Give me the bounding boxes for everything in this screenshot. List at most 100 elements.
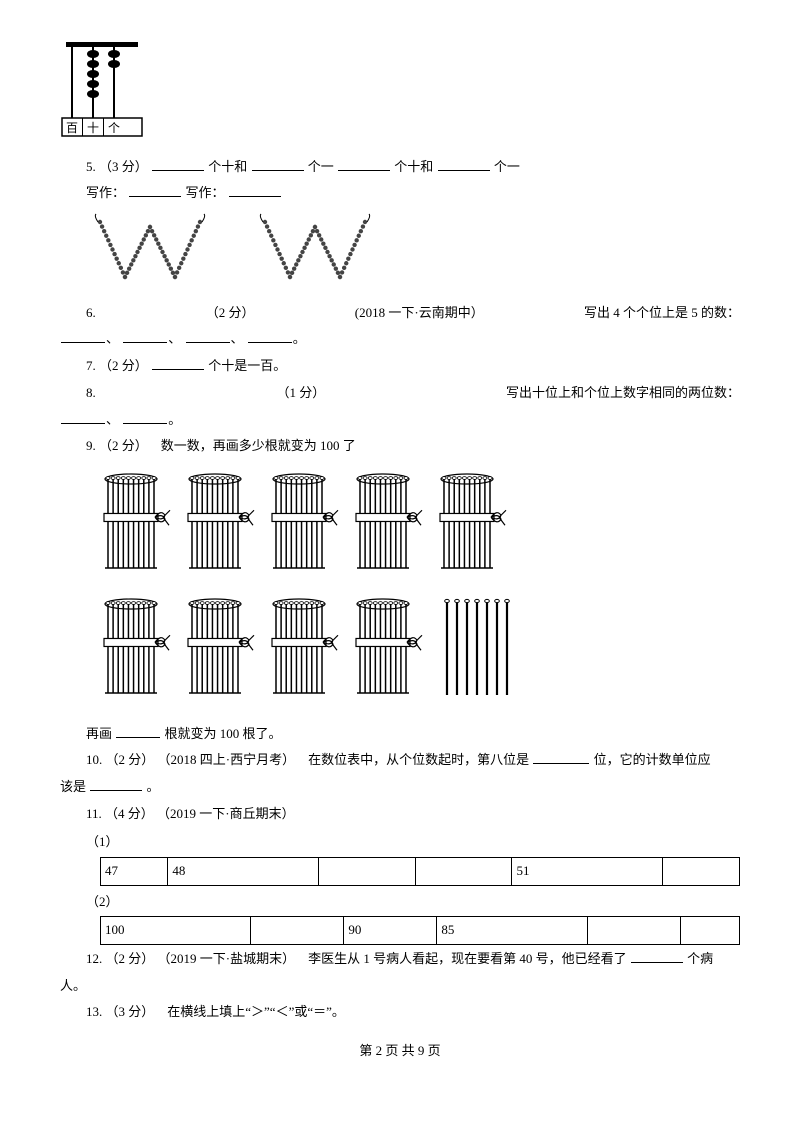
blank [152,357,204,370]
q9-num: 9. [86,438,96,453]
blank [248,330,292,343]
text: 再画 [86,726,112,741]
blank [123,411,167,424]
sep: 、 [168,331,181,346]
q12-num: 12. [86,951,102,966]
text: 个一 [494,159,520,174]
text: 个病 [687,951,713,966]
question-9-line2: 再画 根就变为 100 根了。 [60,722,740,747]
table-cell: 47 [101,858,168,886]
question-8: 8. （1 分） 写出十位上和个位上数字相同的两位数： [60,381,740,406]
blank [631,950,683,963]
sub-label: （1） [86,834,119,849]
q9-text: 数一数，再画多少根就变为 100 了 [161,438,356,453]
end: 。 [293,331,306,346]
question-7: 7. （2 分） 个十是一百。 [60,354,740,379]
table-cell [251,917,344,945]
end: 。 [168,412,181,427]
q11-table2: 100 9085 [100,916,740,945]
sub-label: （2） [86,894,119,909]
q7-num: 7. [86,358,96,373]
blank [152,158,204,171]
question-12: 12. （2 分） （2019 一下·盐城期末） 李医生从 1 号病人看起，现在… [60,947,740,972]
abacus-figure: 百十个 [60,40,740,149]
blank [61,330,105,343]
table-cell: 51 [512,858,662,886]
svg-text:十: 十 [87,121,99,135]
svg-text:个: 个 [108,121,120,135]
svg-text:百: 百 [66,121,78,135]
q8-text: 写出十位上和个位上数字相同的两位数： [480,381,740,406]
text: 写作： [186,185,225,200]
blank [252,158,304,171]
q8-num: 8. [86,385,96,400]
text: 个一 [308,159,334,174]
table-cell: 85 [437,917,587,945]
footer-text: 第 2 页 共 9 页 [359,1043,440,1058]
q13-points: （3 分） [106,1004,155,1019]
blank [533,751,589,764]
q13-num: 13. [86,1004,102,1019]
q9-points: （2 分） [99,438,148,453]
q5-points: （3 分） [99,159,148,174]
q6-text: 写出 4 个个位上是 5 的数： [558,301,740,326]
q12-src: （2019 一下·盐城期末） [158,951,296,966]
question-5: 5. （3 分） 个十和 个一 个十和 个一 [60,155,740,180]
question-6-blanks: 、 、 、 。 [60,327,740,352]
q10-src: （2018 四上·西宁月考） [158,752,296,767]
q11-num: 11. [86,806,102,821]
abacus-svg: 百十个 [60,40,144,140]
page-footer: 第 2 页 共 9 页 [60,1039,740,1064]
blank [61,411,105,424]
text: 李医生从 1 号病人看起，现在要看第 40 号，他已经看了 [308,951,627,966]
q10-points: （2 分） [106,752,155,767]
blank [90,778,142,791]
q12-points: （2 分） [106,951,155,966]
text: 在数位表中，从个位数起时，第八位是 [308,752,529,767]
table-cell [318,858,415,886]
q11-table1: 4748 51 [100,857,740,886]
zigzag-svg [90,212,410,290]
q11-sub2: （2） [60,890,740,915]
text: 位，它的计数单位应 [594,752,711,767]
question-10-line2: 该是 。 [60,775,740,800]
sep: 、 [231,331,244,346]
question-9: 9. （2 分） 数一数，再画多少根就变为 100 了 [60,434,740,459]
q7-text: 个十是一百。 [208,358,286,373]
q7-points: （2 分） [99,358,148,373]
q6-points: （2 分） [180,301,255,326]
q8-points: （1 分） [250,381,325,406]
q11-sub1: （1） [60,830,740,855]
question-5-line2: 写作： 写作： [60,181,740,206]
q11-points: （4 分） [105,806,154,821]
blank [129,184,181,197]
blank [116,725,160,738]
table-cell: 90 [344,917,437,945]
q6-src: (2018 一下·云南期中） [329,301,484,326]
table-cell [680,917,739,945]
sticks-svg [100,469,570,709]
blank [338,158,390,171]
end: 。 [147,779,160,794]
sticks-figure [100,469,740,718]
q10-num: 10. [86,752,102,767]
table-cell [415,858,512,886]
table-cell: 48 [168,858,318,886]
question-6: 6. （2 分） (2018 一下·云南期中） 写出 4 个个位上是 5 的数： [60,301,740,326]
table-cell [662,858,739,886]
text: 人。 [60,978,86,993]
q11-src: （2019 一下·商丘期末） [157,806,295,821]
q13-text: 在横线上填上“＞”“＜”或“＝”。 [167,1004,345,1019]
bead-string-figure [90,212,740,299]
text: 个十和 [394,159,433,174]
text: 写作： [86,185,125,200]
sep: 、 [106,412,119,427]
blank [186,330,230,343]
question-12-line2: 人。 [60,974,740,999]
table-cell [587,917,680,945]
question-13: 13. （3 分） 在横线上填上“＞”“＜”或“＝”。 [60,1000,740,1025]
table-cell: 100 [101,917,251,945]
question-11: 11. （4 分） （2019 一下·商丘期末） [60,802,740,827]
text: 个十和 [208,159,247,174]
blank [229,184,281,197]
